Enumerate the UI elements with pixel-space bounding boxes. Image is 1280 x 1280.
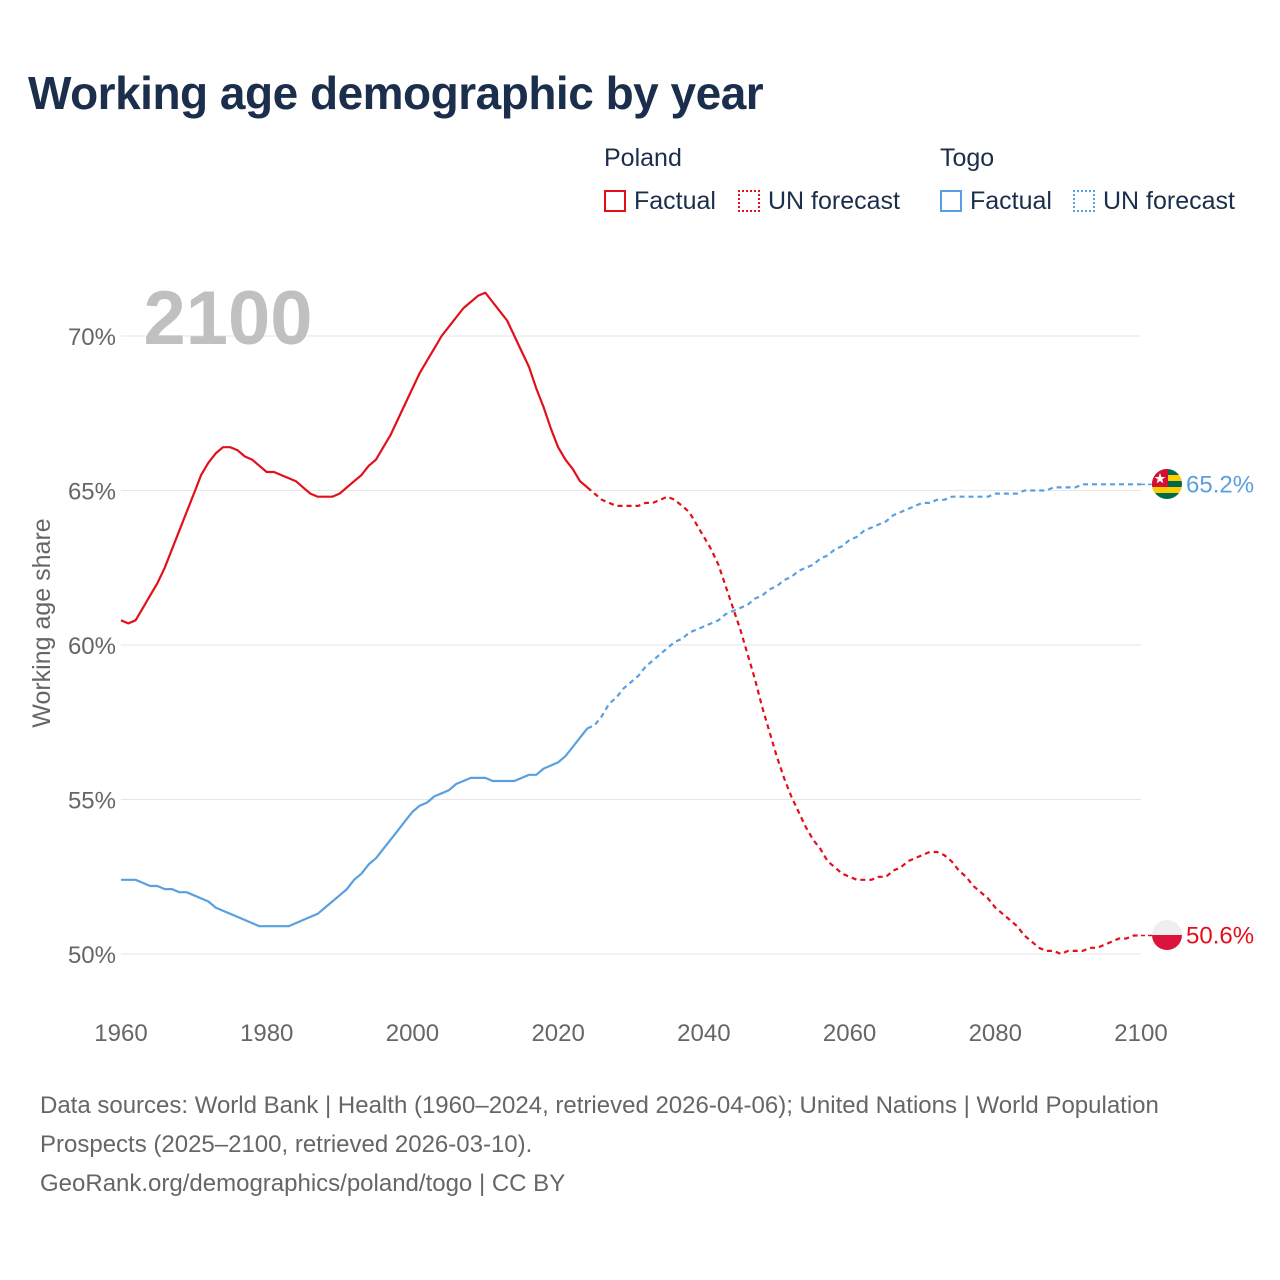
poland-end-label: 50.6% (1186, 922, 1254, 949)
legend-label: UN forecast (768, 186, 900, 215)
legend-togo-forecast[interactable]: UN forecast (1073, 186, 1235, 216)
y-tick-label: 70% (68, 324, 116, 351)
legend-title-togo: Togo (940, 144, 995, 172)
poland-flag-icon[interactable] (1152, 920, 1182, 950)
legend-swatch-solid-icon (940, 190, 962, 212)
togo-end-label: 65.2% (1186, 471, 1254, 498)
legend-swatch-dotted-icon (1073, 190, 1095, 212)
credit-link[interactable]: GeoRank.org/demographics/poland/togo | C… (40, 1170, 566, 1197)
y-axis-title: Working age share (28, 518, 56, 727)
y-tick-label: 65% (68, 479, 116, 506)
legend-swatch-solid-icon (604, 190, 626, 212)
legend-label: Factual (970, 186, 1052, 215)
x-tick-label: 2100 (1114, 1020, 1167, 1047)
legend-label: Factual (634, 186, 716, 215)
chart-title: Working age demographic by year (28, 67, 764, 119)
x-tick-label: 2020 (531, 1020, 584, 1047)
togo-forecast-line (586, 483, 1141, 730)
x-tick-label: 1980 (240, 1020, 293, 1047)
y-tick-label: 55% (68, 788, 116, 815)
footer: Data sources: World Bank | Health (1960–… (40, 1086, 1200, 1203)
year-overlay: 2100 (143, 276, 312, 361)
legend-swatch-dotted-icon (738, 190, 760, 212)
togo-factual-line (121, 727, 589, 928)
poland-forecast-line (586, 486, 1141, 956)
legend-togo-factual[interactable]: Factual (940, 186, 1052, 216)
x-tick-label: 1960 (94, 1020, 147, 1047)
data-sources: Data sources: World Bank | Health (1960–… (40, 1092, 1159, 1158)
legend-poland-factual[interactable]: Factual (604, 186, 716, 216)
togo-flag-icon[interactable] (1152, 469, 1182, 499)
x-tick-label: 2000 (386, 1020, 439, 1047)
x-tick-label: 2040 (677, 1020, 730, 1047)
legend-title-poland: Poland (604, 144, 682, 172)
line-chart: 50% 55% 60% 65% 70% 1960 1980 2000 2020 2040 2060 2… (28, 276, 1254, 1047)
x-tick-label: 2060 (823, 1020, 876, 1047)
legend-poland-forecast[interactable]: UN forecast (738, 186, 900, 216)
legend-label: UN forecast (1103, 186, 1235, 215)
y-tick-label: 60% (68, 633, 116, 660)
poland-factual-line (120, 291, 589, 625)
y-tick-label: 50% (68, 942, 116, 969)
x-tick-label: 2080 (969, 1020, 1022, 1047)
